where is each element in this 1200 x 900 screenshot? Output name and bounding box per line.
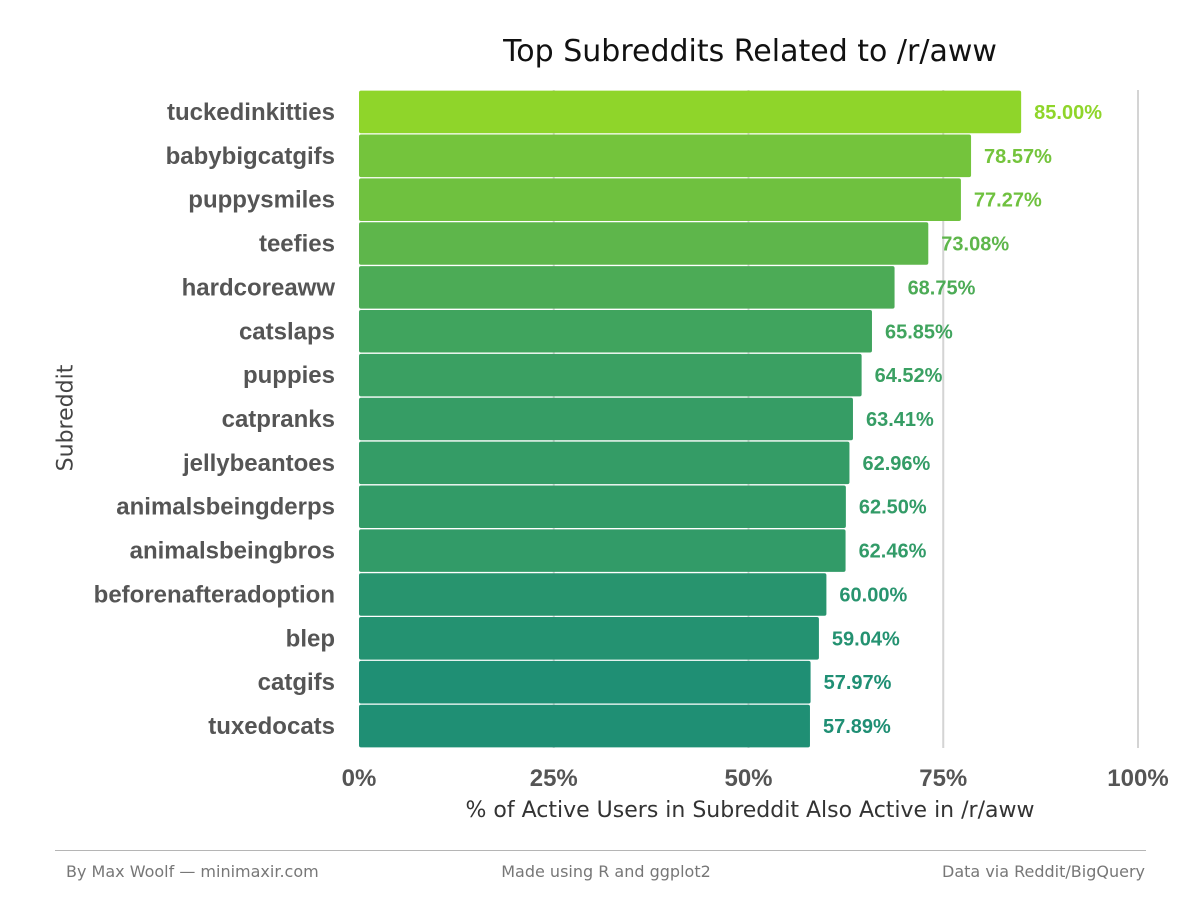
bar-jellybeantoes	[359, 441, 850, 485]
footer-credit: By Max Woolf — minimaxir.com	[66, 862, 319, 881]
bar-hardcoreaww	[359, 266, 895, 309]
category-label-puppies: puppies	[243, 362, 335, 389]
category-label-beforenafteradoption: beforenafteradoption	[94, 581, 335, 608]
x-tick-75: 75%	[919, 765, 967, 792]
data-label-catslaps: 65.85%	[885, 321, 953, 343]
bar-blep	[359, 617, 819, 660]
x-tick-0: 0%	[342, 765, 377, 792]
bar-puppies	[359, 353, 862, 397]
data-label-puppies: 64.52%	[875, 365, 943, 387]
footer-source: Data via Reddit/BigQuery	[942, 862, 1145, 881]
category-label-catslaps: catslaps	[239, 318, 335, 345]
bar-tuxedocats	[359, 704, 810, 748]
footer-tools: Made using R and ggplot2	[501, 862, 711, 881]
data-label-beforenafteradoption: 60.00%	[839, 584, 907, 606]
x-tick-100: 100%	[1107, 765, 1168, 792]
data-label-tuckedinkitties: 85.00%	[1034, 102, 1102, 124]
category-label-hardcoreaww: hardcoreaww	[182, 274, 336, 301]
x-axis-label: % of Active Users in Subreddit Also Acti…	[465, 798, 1035, 823]
category-label-animalsbeingderps: animalsbeingderps	[116, 494, 335, 521]
data-label-babybigcatgifs: 78.57%	[984, 146, 1052, 168]
x-tick-25: 25%	[530, 765, 578, 792]
data-label-puppysmiles: 77.27%	[974, 190, 1042, 212]
data-label-animalsbeingbros: 62.46%	[859, 541, 927, 563]
bar-babybigcatgifs	[359, 134, 972, 178]
bar-catslaps	[359, 309, 872, 353]
category-label-puppysmiles: puppysmiles	[188, 187, 335, 214]
data-label-catgifs: 57.97%	[824, 672, 892, 694]
category-label-catgifs: catgifs	[258, 669, 335, 696]
data-label-teefies: 73.08%	[941, 234, 1009, 256]
bar-tuckedinkitties	[359, 90, 1022, 134]
bar-catgifs	[359, 660, 811, 704]
footer-rule	[55, 850, 1146, 851]
category-label-blep: blep	[286, 625, 335, 652]
bar-animalsbeingderps	[359, 485, 846, 529]
data-label-animalsbeingderps: 62.50%	[859, 497, 927, 519]
data-label-catpranks: 63.41%	[866, 409, 934, 431]
x-tick-labels: 0% 25% 50% 75% 100%	[342, 765, 1169, 792]
category-label-animalsbeingbros: animalsbeingbros	[130, 538, 335, 565]
chart-title: Top Subreddits Related to /r/aww	[503, 34, 997, 69]
data-label-jellybeantoes: 62.96%	[862, 453, 930, 475]
category-label-teefies: teefies	[259, 231, 335, 258]
bar-animalsbeingbros	[359, 529, 846, 572]
bar-beforenafteradoption	[359, 573, 827, 616]
category-label-jellybeantoes: jellybeantoes	[182, 450, 335, 477]
data-labels: 85.00% 78.57% 77.27% 73.08% 68.75% 65.85% 64.5…	[823, 102, 1102, 738]
bar-puppysmiles	[359, 178, 961, 221]
category-label-tuckedinkitties: tuckedinkitties	[167, 99, 335, 126]
category-labels: tuckedinkitties babybigcatgifs puppysmiles…	[94, 99, 336, 740]
data-label-hardcoreaww: 68.75%	[908, 277, 976, 299]
category-label-catpranks: catpranks	[222, 406, 335, 433]
x-tick-50: 50%	[724, 765, 772, 792]
bars	[359, 90, 1022, 748]
bar-catpranks	[359, 397, 853, 441]
data-label-tuxedocats: 57.89%	[823, 716, 891, 738]
category-label-babybigcatgifs: babybigcatgifs	[166, 143, 335, 170]
bar-teefies	[359, 222, 929, 265]
category-label-tuxedocats: tuxedocats	[208, 713, 335, 740]
data-label-blep: 59.04%	[832, 628, 900, 650]
